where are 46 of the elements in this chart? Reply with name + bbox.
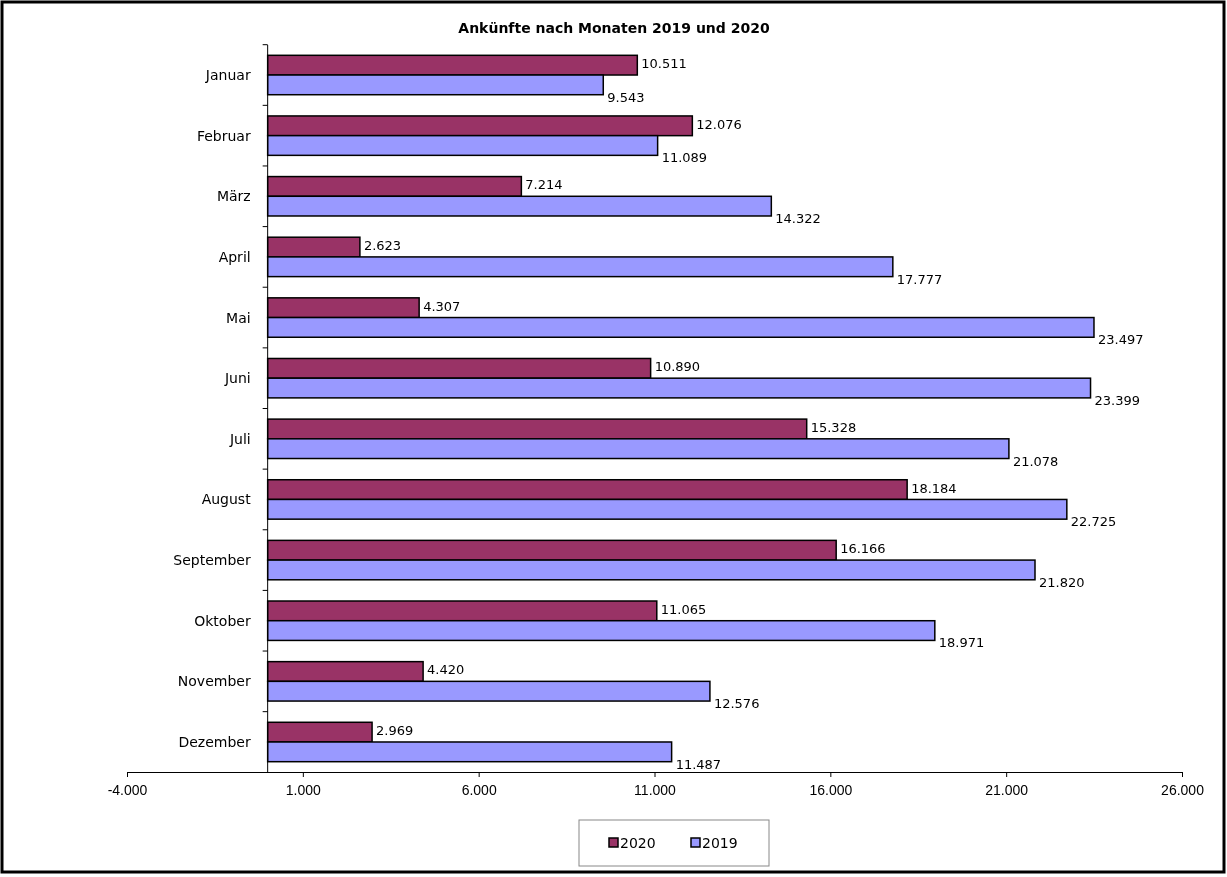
data-label: 22.725 bbox=[1070, 514, 1117, 530]
data-label: 10.511 bbox=[641, 56, 687, 72]
x-tick-label: 1.000 bbox=[285, 782, 322, 799]
data-label: 7.214 bbox=[525, 177, 563, 193]
y-tick-label: April bbox=[218, 248, 251, 265]
y-tick-label: Juni bbox=[223, 370, 251, 387]
legend-label: 2019 bbox=[702, 835, 738, 851]
y-tick-label: Februar bbox=[196, 127, 251, 144]
y-tick-label: Oktober bbox=[194, 612, 251, 629]
data-label: 4.307 bbox=[423, 298, 461, 314]
data-label: 16.166 bbox=[840, 541, 886, 557]
x-tick-label: 21.000 bbox=[985, 782, 1029, 799]
y-tick-label: Januar bbox=[204, 67, 251, 84]
data-label: 4.420 bbox=[427, 662, 465, 678]
x-tick-label: 16.000 bbox=[809, 782, 853, 799]
data-label: 10.890 bbox=[654, 359, 701, 375]
x-tick-label: 26.000 bbox=[1161, 782, 1205, 799]
data-label: 12.576 bbox=[713, 696, 760, 712]
data-label: 2.969 bbox=[376, 723, 414, 739]
data-label: 18.971 bbox=[938, 635, 985, 651]
y-tick-label: September bbox=[173, 552, 251, 569]
y-tick-label: August bbox=[201, 491, 252, 508]
x-tick-label: -4.000 bbox=[107, 782, 148, 799]
data-label: 21.820 bbox=[1039, 574, 1085, 590]
data-label: 18.184 bbox=[911, 480, 957, 496]
x-tick-label: 11.000 bbox=[634, 782, 677, 799]
data-label: 12.076 bbox=[696, 116, 742, 132]
data-label: 15.328 bbox=[810, 419, 857, 435]
y-tick-label: März bbox=[216, 188, 251, 205]
y-tick-label: Juli bbox=[228, 430, 251, 447]
data-label: 11.487 bbox=[675, 756, 722, 772]
y-tick-label: November bbox=[177, 673, 251, 690]
y-tick-label: Mai bbox=[226, 309, 251, 326]
data-label: 21.078 bbox=[1012, 453, 1059, 469]
data-label: 17.777 bbox=[896, 271, 943, 287]
legend-label: 2020 bbox=[620, 835, 656, 851]
data-label: 11.089 bbox=[661, 150, 708, 166]
data-label: 23.497 bbox=[1097, 332, 1144, 348]
data-label: 14.322 bbox=[775, 210, 821, 226]
data-label: 2.623 bbox=[363, 238, 402, 254]
y-tick-label: Dezember bbox=[178, 733, 251, 750]
data-label: 23.399 bbox=[1094, 392, 1141, 408]
data-label: 11.065 bbox=[660, 601, 707, 617]
x-tick-label: 6.000 bbox=[461, 782, 497, 799]
chart-title: Ankünfte nach Monaten 2019 und 2020 bbox=[458, 20, 770, 36]
data-label: 9.543 bbox=[607, 89, 645, 105]
